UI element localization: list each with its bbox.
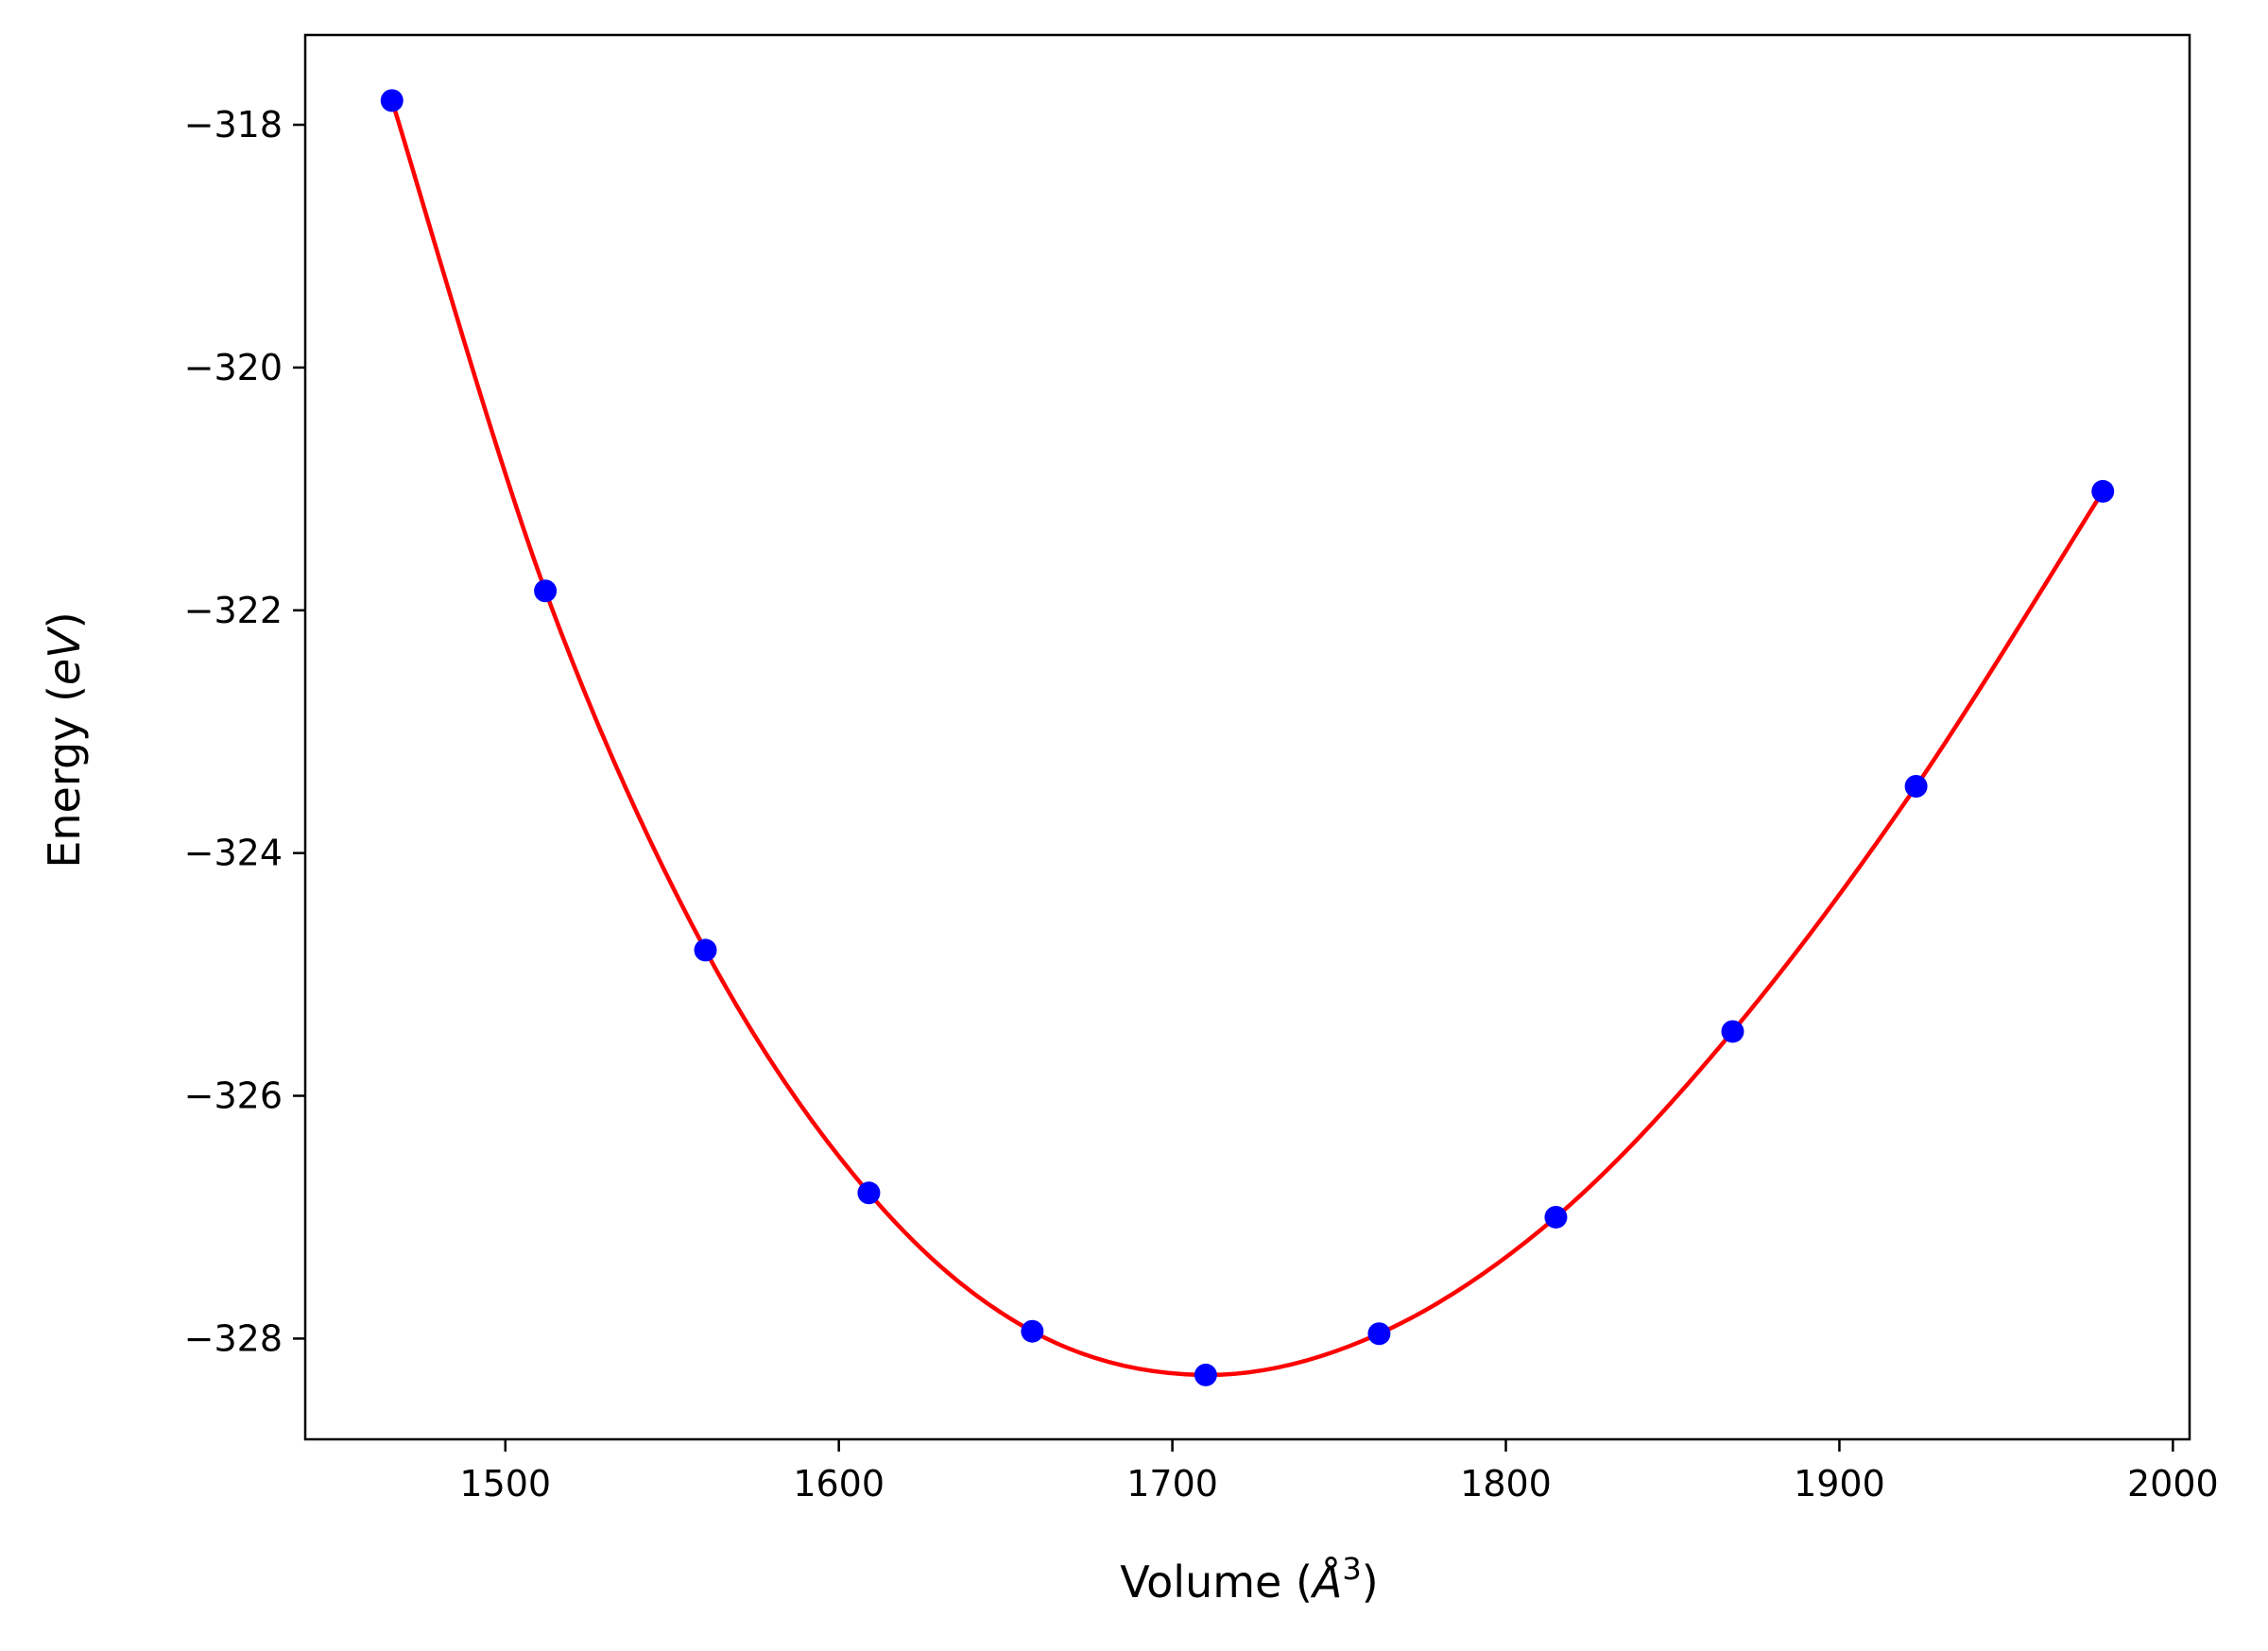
data-point: [380, 89, 404, 112]
data-point: [1367, 1322, 1391, 1346]
x-tick-label: 1900: [1794, 1463, 1885, 1505]
data-point: [2091, 479, 2115, 503]
fit-curve: [389, 99, 2105, 1378]
data-point: [534, 579, 558, 603]
x-axis-ticks: 1500 1600 1700 1800 1900 2000: [459, 1439, 2219, 1505]
data-point: [1021, 1319, 1044, 1343]
x-tick-label: 1700: [1126, 1463, 1218, 1505]
y-tick-label: −326: [184, 1075, 283, 1117]
data-point: [694, 938, 717, 962]
data-points: [380, 89, 2115, 1386]
fit-curve-line: [389, 99, 2105, 1378]
y-tick-label: −318: [184, 104, 283, 146]
axes-frame: [303, 33, 2191, 1441]
x-tick-label: 1600: [793, 1463, 885, 1505]
y-axis-label: Energy (eV): [39, 611, 90, 868]
y-tick-label: −320: [184, 347, 283, 388]
x-tick-label: 1500: [459, 1463, 551, 1505]
x-tick-label: 1800: [1460, 1463, 1552, 1505]
data-point: [1904, 775, 1928, 799]
data-point: [1721, 1020, 1744, 1043]
y-tick-label: −322: [184, 590, 283, 631]
data-point: [1544, 1205, 1568, 1229]
y-tick-label: −328: [184, 1317, 283, 1359]
y-axis-ticks: −318 −320 −322 −324 −326 −328: [184, 104, 305, 1359]
data-point: [857, 1181, 881, 1205]
y-tick-label: −324: [184, 833, 283, 874]
x-axis-label: Volume (Å3): [1120, 1551, 1378, 1608]
plot-border: [303, 33, 2191, 1441]
x-tick-label: 2000: [2127, 1463, 2219, 1505]
data-point: [1194, 1363, 1217, 1386]
